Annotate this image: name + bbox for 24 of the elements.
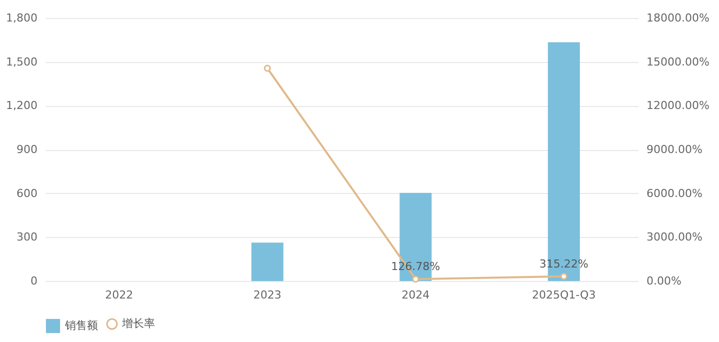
y-tick-label: 600 bbox=[16, 186, 38, 200]
y-tick-label: 1,200 bbox=[6, 99, 38, 112]
legend-label: 增长率 bbox=[121, 317, 155, 330]
y2-tick-label: 15000.00% bbox=[646, 55, 710, 68]
y2-tick-label: 18000.00% bbox=[646, 12, 710, 24]
y2-tick-label: 0.00% bbox=[646, 274, 682, 288]
point bbox=[560, 272, 568, 280]
y2-tick-label: 6000.00% bbox=[646, 186, 702, 200]
x-tick-label: 2025Q1-Q3 bbox=[532, 288, 596, 302]
y-tick-label: 1,500 bbox=[6, 55, 38, 68]
y2-tick-label: 9000.00% bbox=[646, 143, 702, 156]
y-tick-label: 0 bbox=[30, 274, 38, 288]
y2-tick-label: 12000.00% bbox=[646, 99, 710, 112]
y-tick-label: 900 bbox=[16, 143, 38, 156]
x-tick-label: 2023 bbox=[253, 288, 282, 302]
x-tick-label: 2024 bbox=[402, 288, 430, 302]
point bbox=[412, 276, 420, 283]
y-tick-label: 300 bbox=[16, 230, 38, 244]
y2-tick-label: 3000.00% bbox=[646, 230, 702, 244]
y-tick-label: 1,800 bbox=[6, 12, 38, 24]
legend-label: 销售额 bbox=[64, 319, 98, 332]
bar bbox=[251, 242, 284, 281]
point bbox=[264, 64, 271, 72]
x-tick-label: 2022 bbox=[105, 288, 134, 302]
